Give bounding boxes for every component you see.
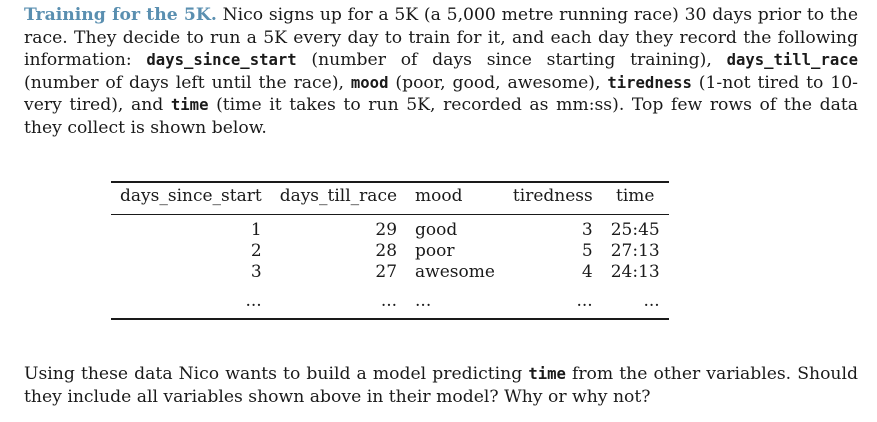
cell-mood: poor <box>415 241 455 261</box>
table-row-ellipsis: ... ... ... ... ... <box>111 283 669 320</box>
intro-text: Nico signs up for a 5K (a 5,000 metre ru… <box>24 5 858 71</box>
cell-tiredness: 5 <box>581 241 593 261</box>
header-mood: mood <box>406 181 504 215</box>
intro-paragraph: Training for the 5K. Nico signs up for a… <box>24 4 858 140</box>
table-header-row: days_since_start days_till_race mood tir… <box>111 181 669 215</box>
cell-time: 24:13 <box>610 262 660 282</box>
table-row: 2 28 poor 5 27:13 <box>111 241 669 262</box>
intro-text: (poor, good, awesome), <box>388 72 608 93</box>
var-days-till-race: days_till_race <box>726 51 858 70</box>
cell-days-till-race: 29 <box>375 220 398 240</box>
header-time: time <box>601 181 669 215</box>
table-row: 3 27 awesome 4 24:13 <box>111 262 669 283</box>
question-text: from the other variables. Should they in… <box>24 364 858 407</box>
cell-ellipsis: ... <box>270 283 407 320</box>
cell-ellipsis: ... <box>503 283 602 320</box>
cell-time: 25:45 <box>610 220 660 240</box>
var-days-since-start: days_since_start <box>146 51 297 70</box>
cell-days-since-start: 2 <box>250 241 262 261</box>
table-row: 1 29 good 3 25:45 <box>111 215 669 242</box>
var-time: time <box>170 96 209 115</box>
cell-days-till-race: 27 <box>375 262 398 282</box>
intro-text: (1-not tired to 10-very tired), and <box>24 72 858 116</box>
cell-mood: awesome <box>415 262 495 282</box>
intro-text: (number of days left until the race), <box>24 72 351 93</box>
question-text: Using these data Nico wants to build a m… <box>24 364 529 384</box>
cell-time: 27:13 <box>610 241 660 261</box>
cell-ellipsis: ... <box>111 283 271 320</box>
cell-days-since-start: 1 <box>250 220 262 240</box>
cell-tiredness: 3 <box>581 220 593 240</box>
intro-text: (number of days since starting training)… <box>296 50 727 71</box>
problem-title: Training for the 5K. <box>24 5 217 25</box>
header-days-since-start: days_since_start <box>111 181 271 215</box>
cell-days-till-race: 28 <box>375 241 398 261</box>
data-table: days_since_start days_till_race mood tir… <box>111 181 669 320</box>
var-tiredness: tiredness <box>607 73 692 92</box>
question-paragraph: Using these data Nico wants to build a m… <box>24 363 858 408</box>
var-time: time <box>528 365 566 383</box>
cell-ellipsis: ... <box>601 283 669 320</box>
cell-days-since-start: 3 <box>250 262 262 282</box>
header-days-till-race: days_till_race <box>270 181 407 215</box>
cell-mood: good <box>415 220 458 240</box>
intro-text: (time it takes to run 5K, recorded as mm… <box>24 95 858 138</box>
cell-tiredness: 4 <box>581 262 593 282</box>
var-mood: mood <box>350 73 389 92</box>
cell-ellipsis: ... <box>406 283 504 320</box>
header-tiredness: tiredness <box>503 181 602 215</box>
